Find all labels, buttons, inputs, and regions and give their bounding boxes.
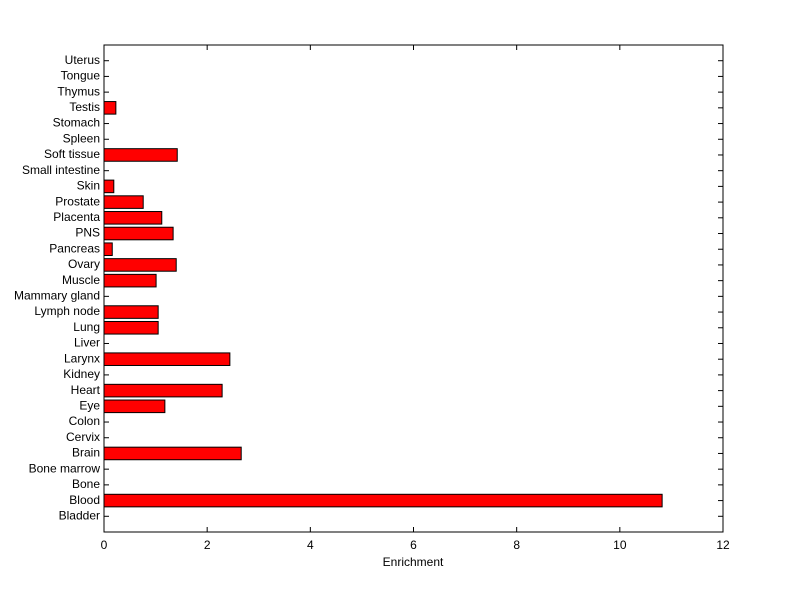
bar xyxy=(103,446,242,461)
bar xyxy=(103,101,117,115)
y-tick-label: Tongue xyxy=(61,69,101,83)
y-tick-label: Small intestine xyxy=(22,163,100,177)
x-tick-label: 0 xyxy=(101,538,108,552)
y-tick-label: Heart xyxy=(71,383,101,397)
x-tick-label: 4 xyxy=(307,538,314,552)
y-tick-label: Spleen xyxy=(63,131,100,145)
y-tick-label: Colon xyxy=(69,414,100,428)
x-axis-label: Enrichment xyxy=(383,555,444,569)
y-tick-label: Eye xyxy=(79,398,100,412)
bar xyxy=(103,195,144,209)
x-tick-label: 2 xyxy=(204,538,211,552)
bar xyxy=(103,493,663,508)
y-tick-label: Brain xyxy=(72,446,100,460)
bar xyxy=(103,226,174,241)
y-tick-label: Prostate xyxy=(55,194,100,208)
bar xyxy=(103,383,223,398)
y-tick-label: Ovary xyxy=(68,257,100,271)
y-tick-label: Liver xyxy=(74,336,100,350)
bar xyxy=(103,305,159,319)
bar xyxy=(103,242,113,257)
y-tick-label: Soft tissue xyxy=(44,147,100,161)
x-tick-label: 12 xyxy=(716,538,730,552)
y-tick-label: Bone xyxy=(72,477,100,491)
y-tick-label: Lymph node xyxy=(34,304,100,318)
y-tick-label: Bladder xyxy=(59,508,100,522)
y-tick-label: Pancreas xyxy=(49,241,100,255)
bar xyxy=(103,179,115,194)
y-tick-label: Cervix xyxy=(66,430,100,444)
bar xyxy=(103,399,166,414)
y-tick-label: Blood xyxy=(69,493,100,507)
x-tick-label: 8 xyxy=(513,538,520,552)
y-tick-label: Bone marrow xyxy=(29,461,101,475)
bar xyxy=(103,273,157,288)
y-tick-label: Mammary gland xyxy=(14,289,100,303)
y-tick-label: PNS xyxy=(75,226,100,240)
y-tick-label: Stomach xyxy=(53,116,100,130)
y-tick-label: Skin xyxy=(77,179,100,193)
y-tick-label: Muscle xyxy=(62,273,100,287)
y-tick-label: Thymus xyxy=(57,84,100,98)
bar xyxy=(103,352,231,366)
bar xyxy=(103,148,178,162)
y-tick-label: Uterus xyxy=(65,53,100,67)
y-tick-label: Larynx xyxy=(64,351,100,365)
bar xyxy=(103,258,177,272)
bar xyxy=(103,320,159,335)
x-tick-label: 10 xyxy=(613,538,627,552)
y-tick-label: Placenta xyxy=(53,210,100,224)
y-tick-label: Kidney xyxy=(63,367,100,381)
y-tick-label: Testis xyxy=(69,100,100,114)
bar xyxy=(103,211,163,225)
y-tick-label: Lung xyxy=(73,320,100,334)
x-tick-label: 6 xyxy=(410,538,417,552)
